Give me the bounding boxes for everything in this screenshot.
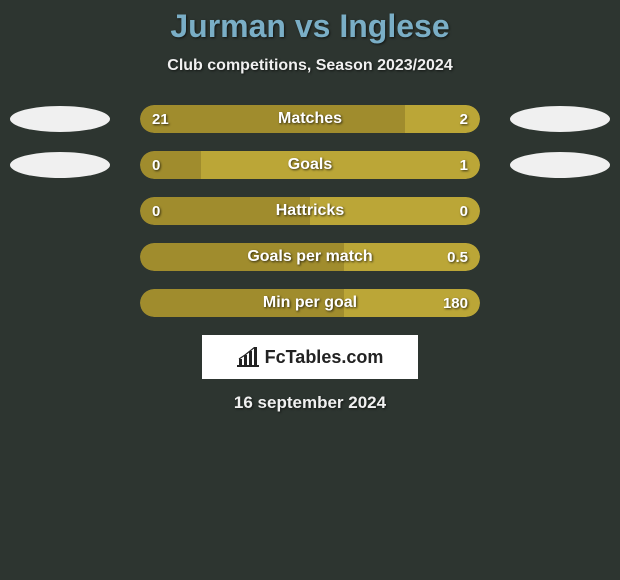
stat-rows: Matches212 Goals01 Hattricks00 Goals per ma… bbox=[0, 105, 620, 317]
stat-row: Goals per match0.5 bbox=[0, 243, 620, 271]
stat-bar-right bbox=[344, 289, 480, 317]
date-text: 16 september 2024 bbox=[0, 393, 620, 413]
stat-row: Min per goal180 bbox=[0, 289, 620, 317]
subtitle: Club competitions, Season 2023/2024 bbox=[0, 57, 620, 75]
player-right-ellipse bbox=[510, 106, 610, 132]
stat-bar: Matches212 bbox=[140, 105, 480, 133]
stat-bar-left bbox=[140, 105, 405, 133]
player-left-ellipse bbox=[10, 106, 110, 132]
chart-icon bbox=[237, 347, 259, 367]
logo-box: FcTables.com bbox=[202, 335, 418, 379]
stat-bar: Goals01 bbox=[140, 151, 480, 179]
stat-bar: Goals per match0.5 bbox=[140, 243, 480, 271]
stat-bar-right bbox=[310, 197, 480, 225]
page-title: Jurman vs Inglese bbox=[0, 8, 620, 45]
player-right-ellipse bbox=[510, 152, 610, 178]
stat-row: Matches212 bbox=[0, 105, 620, 133]
stat-row: Hattricks00 bbox=[0, 197, 620, 225]
stat-bar: Min per goal180 bbox=[140, 289, 480, 317]
comparison-infographic: Jurman vs Inglese Club competitions, Sea… bbox=[0, 0, 620, 413]
stat-bar-left bbox=[140, 197, 310, 225]
stat-bar-right bbox=[405, 105, 480, 133]
stat-bar-right bbox=[344, 243, 480, 271]
player-left-ellipse bbox=[10, 152, 110, 178]
stat-bar-left bbox=[140, 289, 344, 317]
stat-bar: Hattricks00 bbox=[140, 197, 480, 225]
stat-bar-left bbox=[140, 243, 344, 271]
logo-text: FcTables.com bbox=[265, 347, 384, 368]
stat-row: Goals01 bbox=[0, 151, 620, 179]
stat-bar-right bbox=[201, 151, 480, 179]
stat-bar-left bbox=[140, 151, 201, 179]
